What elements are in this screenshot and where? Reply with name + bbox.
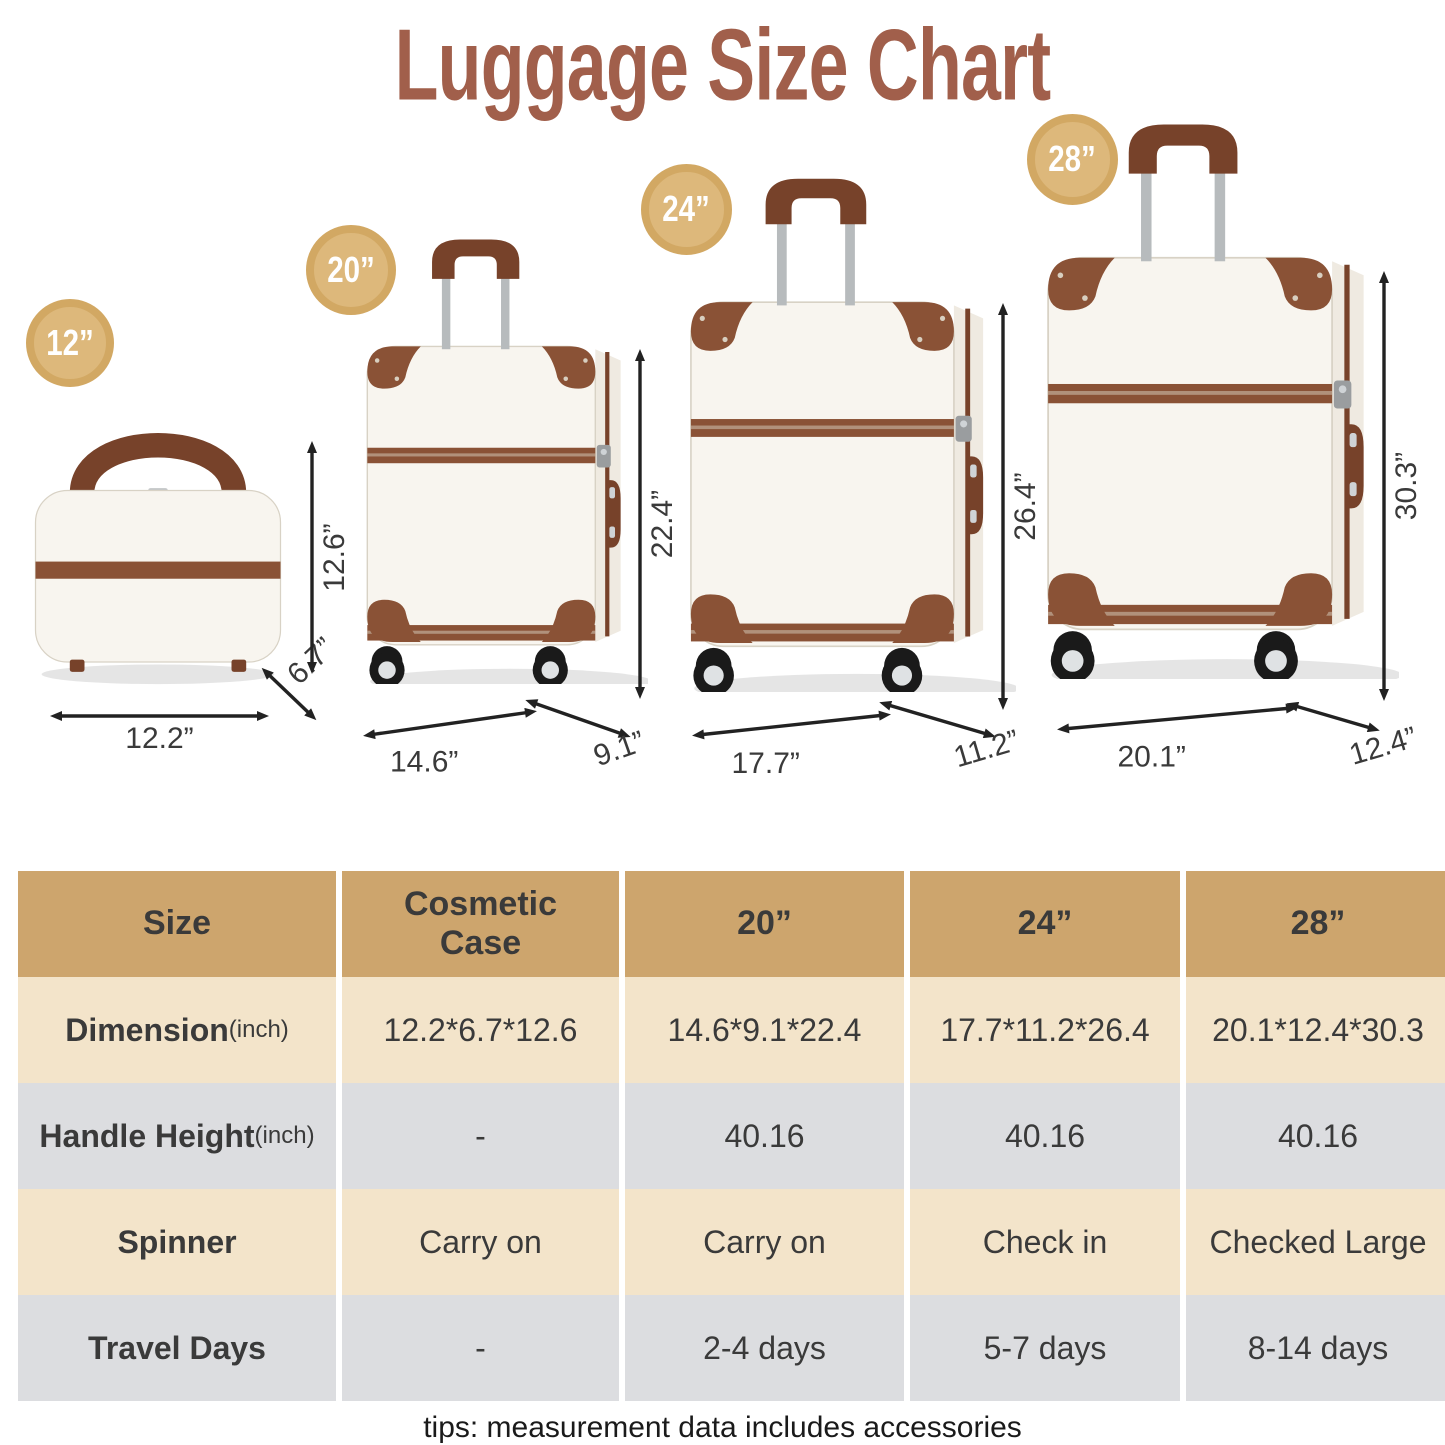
svg-text:14.6”: 14.6” xyxy=(390,746,458,779)
svg-text:20.1”: 20.1” xyxy=(1118,741,1186,774)
svg-text:17.7”: 17.7” xyxy=(732,747,800,780)
